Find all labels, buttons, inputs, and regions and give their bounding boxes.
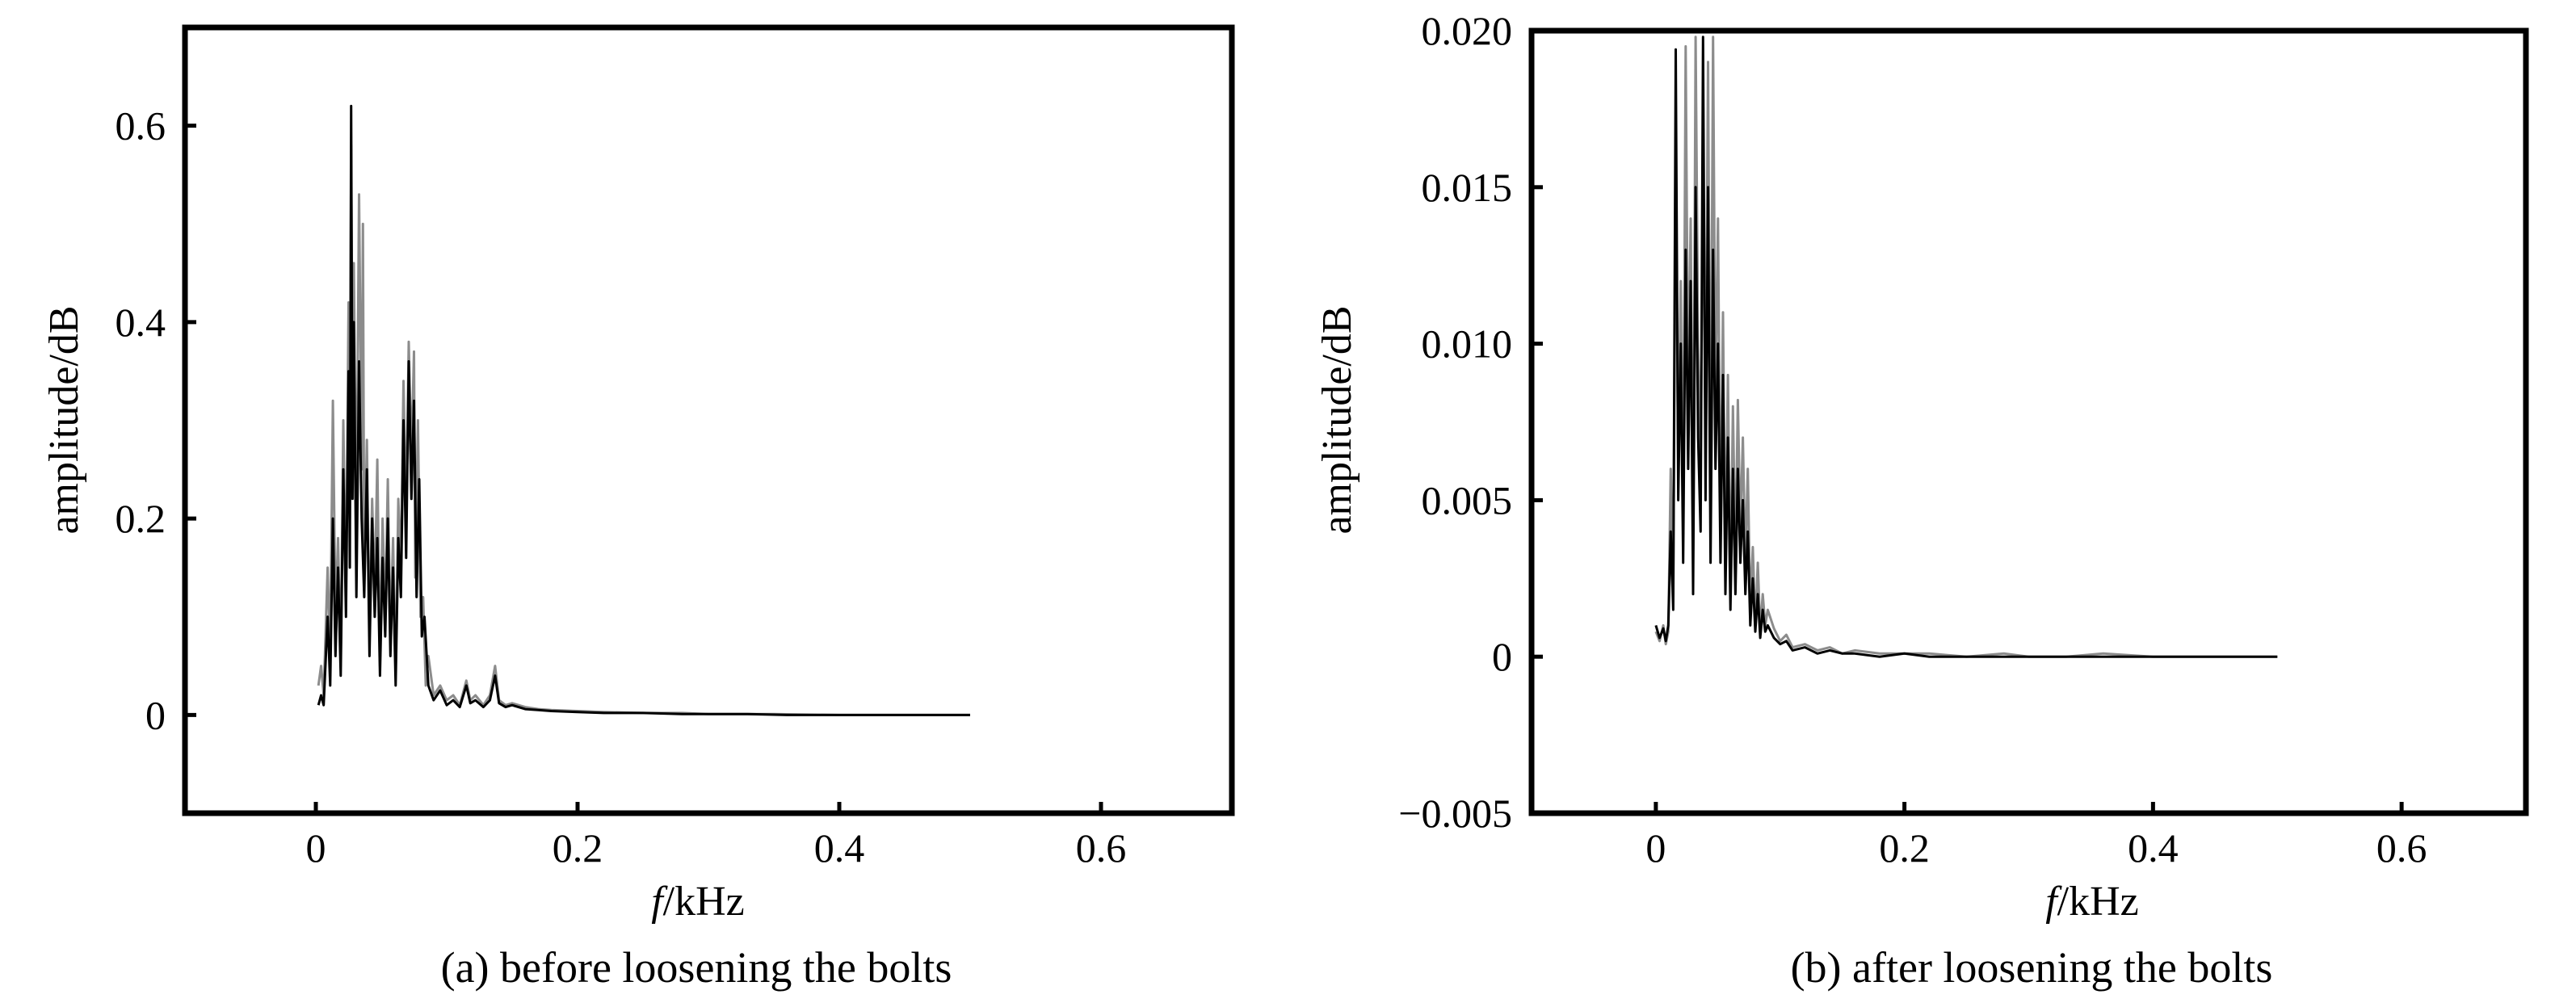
y-tick-label-a-1: 0.2 xyxy=(116,496,166,541)
y-tick-label-b-1: 0 xyxy=(1492,634,1512,679)
x-tick-label-b-3: 0.6 xyxy=(2376,825,2427,871)
series-line-a-1 xyxy=(317,104,970,716)
x-tick-label-a-2: 0.4 xyxy=(814,825,865,871)
x-tick-label-b-1: 0.2 xyxy=(1879,825,1930,871)
x-axis-label-unit-b: /kHz xyxy=(2057,879,2139,925)
series-line-b-0 xyxy=(1654,36,2278,658)
ticks-a: 0 0.2 0.4 0.6 0 0.2 0.4 0.6 xyxy=(116,103,1127,871)
y-tick-label-b-4: 0.015 xyxy=(1422,165,1513,210)
caption-b: (b) after loosening the bolts xyxy=(1791,943,2273,992)
x-tick-label-a-3: 0.6 xyxy=(1076,825,1127,871)
y-axis-label-b: amplitude/dB xyxy=(1314,305,1360,534)
x-tick-label-a-0: 0 xyxy=(306,825,326,871)
y-tick-label-a-3: 0.6 xyxy=(116,103,166,149)
y-tick-label-b-2: 0.005 xyxy=(1422,477,1513,522)
y-tick-label-a-0: 0 xyxy=(145,692,166,737)
x-axis-label-unit-a: /kHz xyxy=(663,879,745,925)
x-tick-label-b-0: 0 xyxy=(1645,825,1666,871)
y-tick-label-b-3: 0.010 xyxy=(1422,321,1513,367)
x-tick-label-b-2: 0.4 xyxy=(2128,825,2179,871)
y-axis-label-a: amplitude/dB xyxy=(41,305,87,534)
y-tick-label-a-2: 0.4 xyxy=(116,300,166,345)
x-axis-label-a: f/kHz xyxy=(651,879,745,925)
chart-panel-a: 0 0.2 0.4 0.600.20.40.6 amplitude/dB f/kHz … xyxy=(41,24,1235,992)
y-tick-label-b-5: 0.020 xyxy=(1422,8,1513,53)
series-line-a-0 xyxy=(317,144,970,716)
chart-panel-b: 0 0.2 0.4 0.6 −0.005 0 0.005 0.010 0.015 0.020 am… xyxy=(1314,8,2529,992)
plot-frame-b xyxy=(1528,27,2529,816)
caption-a: (a) before loosening the bolts xyxy=(441,943,952,992)
y-tick-label-b-0: −0.005 xyxy=(1398,791,1512,836)
ticks-b: 0 0.2 0.4 0.6 −0.005 0 0.005 0.010 0.015 0.020 xyxy=(1398,8,2427,871)
x-tick-label-a-1: 0.2 xyxy=(553,825,603,871)
plot-area-a xyxy=(317,104,970,716)
plot-frame-a xyxy=(182,24,1235,816)
x-axis-label-b: f/kHz xyxy=(2045,879,2139,925)
plot-area-b xyxy=(1654,36,2278,658)
series-line-b-1 xyxy=(1654,36,2278,658)
